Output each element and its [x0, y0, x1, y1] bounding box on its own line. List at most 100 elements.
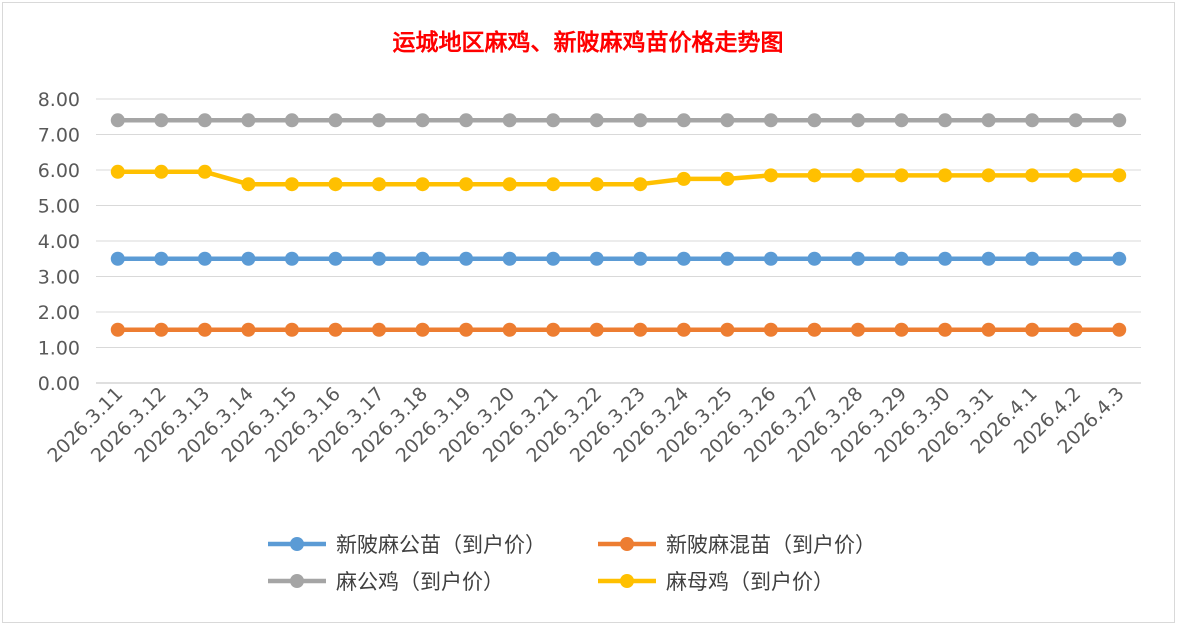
data-point — [850, 251, 865, 266]
y-tick-label: 4.00 — [38, 231, 80, 253]
data-point — [807, 168, 822, 183]
data-point — [763, 113, 778, 128]
data-point — [1068, 251, 1083, 266]
y-tick-label: 6.00 — [38, 160, 80, 182]
data-point — [284, 113, 299, 128]
data-point — [459, 322, 474, 337]
data-point — [807, 251, 822, 266]
data-point — [372, 113, 387, 128]
data-point — [1068, 168, 1083, 183]
legend-label: 麻母鸡（到户价） — [666, 570, 834, 594]
data-point — [1068, 113, 1083, 128]
series-3 — [110, 113, 1127, 128]
data-point — [328, 177, 343, 192]
data-point — [589, 177, 604, 192]
data-point — [938, 322, 953, 337]
data-point — [197, 113, 212, 128]
data-point — [763, 322, 778, 337]
legend-label: 新陂麻混苗（到户价） — [666, 533, 876, 557]
data-point — [154, 322, 169, 337]
y-tick-label: 1.00 — [38, 338, 80, 360]
chart-title: 运城地区麻鸡、新陂麻鸡苗价格走势图 — [393, 29, 784, 56]
data-point — [981, 168, 996, 183]
data-point — [502, 251, 517, 266]
data-point — [589, 251, 604, 266]
data-point — [284, 322, 299, 337]
y-tick-label: 7.00 — [38, 125, 80, 147]
data-point — [154, 251, 169, 266]
data-point — [546, 113, 561, 128]
series-4 — [110, 164, 1127, 192]
data-point — [807, 322, 822, 337]
data-point — [372, 322, 387, 337]
data-point — [763, 168, 778, 183]
data-point — [763, 251, 778, 266]
legend-item: 新陂麻混苗（到户价） — [598, 533, 876, 557]
data-point — [154, 113, 169, 128]
series-1 — [110, 251, 1127, 266]
data-point — [633, 113, 648, 128]
data-point — [459, 177, 474, 192]
data-point — [938, 168, 953, 183]
series-line — [117, 169, 1120, 187]
data-point — [1112, 322, 1127, 337]
legend-item: 麻公鸡（到户价） — [268, 570, 504, 594]
data-point — [720, 322, 735, 337]
data-point — [981, 113, 996, 128]
legend-marker — [290, 574, 304, 588]
data-point — [807, 113, 822, 128]
data-point — [546, 251, 561, 266]
data-point — [1112, 113, 1127, 128]
data-point — [676, 251, 691, 266]
data-point — [981, 251, 996, 266]
legend-item: 麻母鸡（到户价） — [598, 570, 834, 594]
data-point — [850, 322, 865, 337]
series-lines — [110, 113, 1127, 337]
data-point — [1025, 168, 1040, 183]
data-point — [894, 251, 909, 266]
y-tick-label: 2.00 — [38, 302, 80, 324]
legend-marker — [620, 574, 634, 588]
data-point — [1112, 251, 1127, 266]
y-tick-label: 5.00 — [38, 196, 80, 218]
data-point — [502, 113, 517, 128]
data-point — [372, 177, 387, 192]
data-point — [241, 251, 256, 266]
data-point — [415, 113, 430, 128]
legend-marker — [290, 537, 304, 551]
data-point — [981, 322, 996, 337]
data-point — [894, 322, 909, 337]
data-point — [676, 113, 691, 128]
data-point — [415, 177, 430, 192]
data-point — [720, 113, 735, 128]
legend-item: 新陂麻公苗（到户价） — [268, 533, 546, 557]
data-point — [110, 251, 125, 266]
y-tick-label: 8.00 — [38, 89, 80, 111]
data-point — [284, 251, 299, 266]
data-point — [328, 251, 343, 266]
legend: 新陂麻公苗（到户价） 新陂麻混苗（到户价） 麻公鸡（到户价） 麻母鸡（到户价） — [268, 533, 876, 594]
data-point — [328, 113, 343, 128]
data-point — [1025, 113, 1040, 128]
data-point — [589, 113, 604, 128]
data-point — [372, 251, 387, 266]
data-point — [197, 164, 212, 179]
legend-marker — [620, 537, 634, 551]
data-point — [850, 168, 865, 183]
data-point — [938, 251, 953, 266]
data-point — [676, 322, 691, 337]
data-point — [633, 177, 648, 192]
data-point — [720, 251, 735, 266]
data-point — [197, 251, 212, 266]
data-point — [894, 168, 909, 183]
data-point — [110, 164, 125, 179]
data-point — [328, 322, 343, 337]
data-point — [1068, 322, 1083, 337]
data-point — [720, 171, 735, 186]
data-point — [241, 113, 256, 128]
data-point — [110, 322, 125, 337]
data-point — [502, 177, 517, 192]
data-point — [894, 113, 909, 128]
